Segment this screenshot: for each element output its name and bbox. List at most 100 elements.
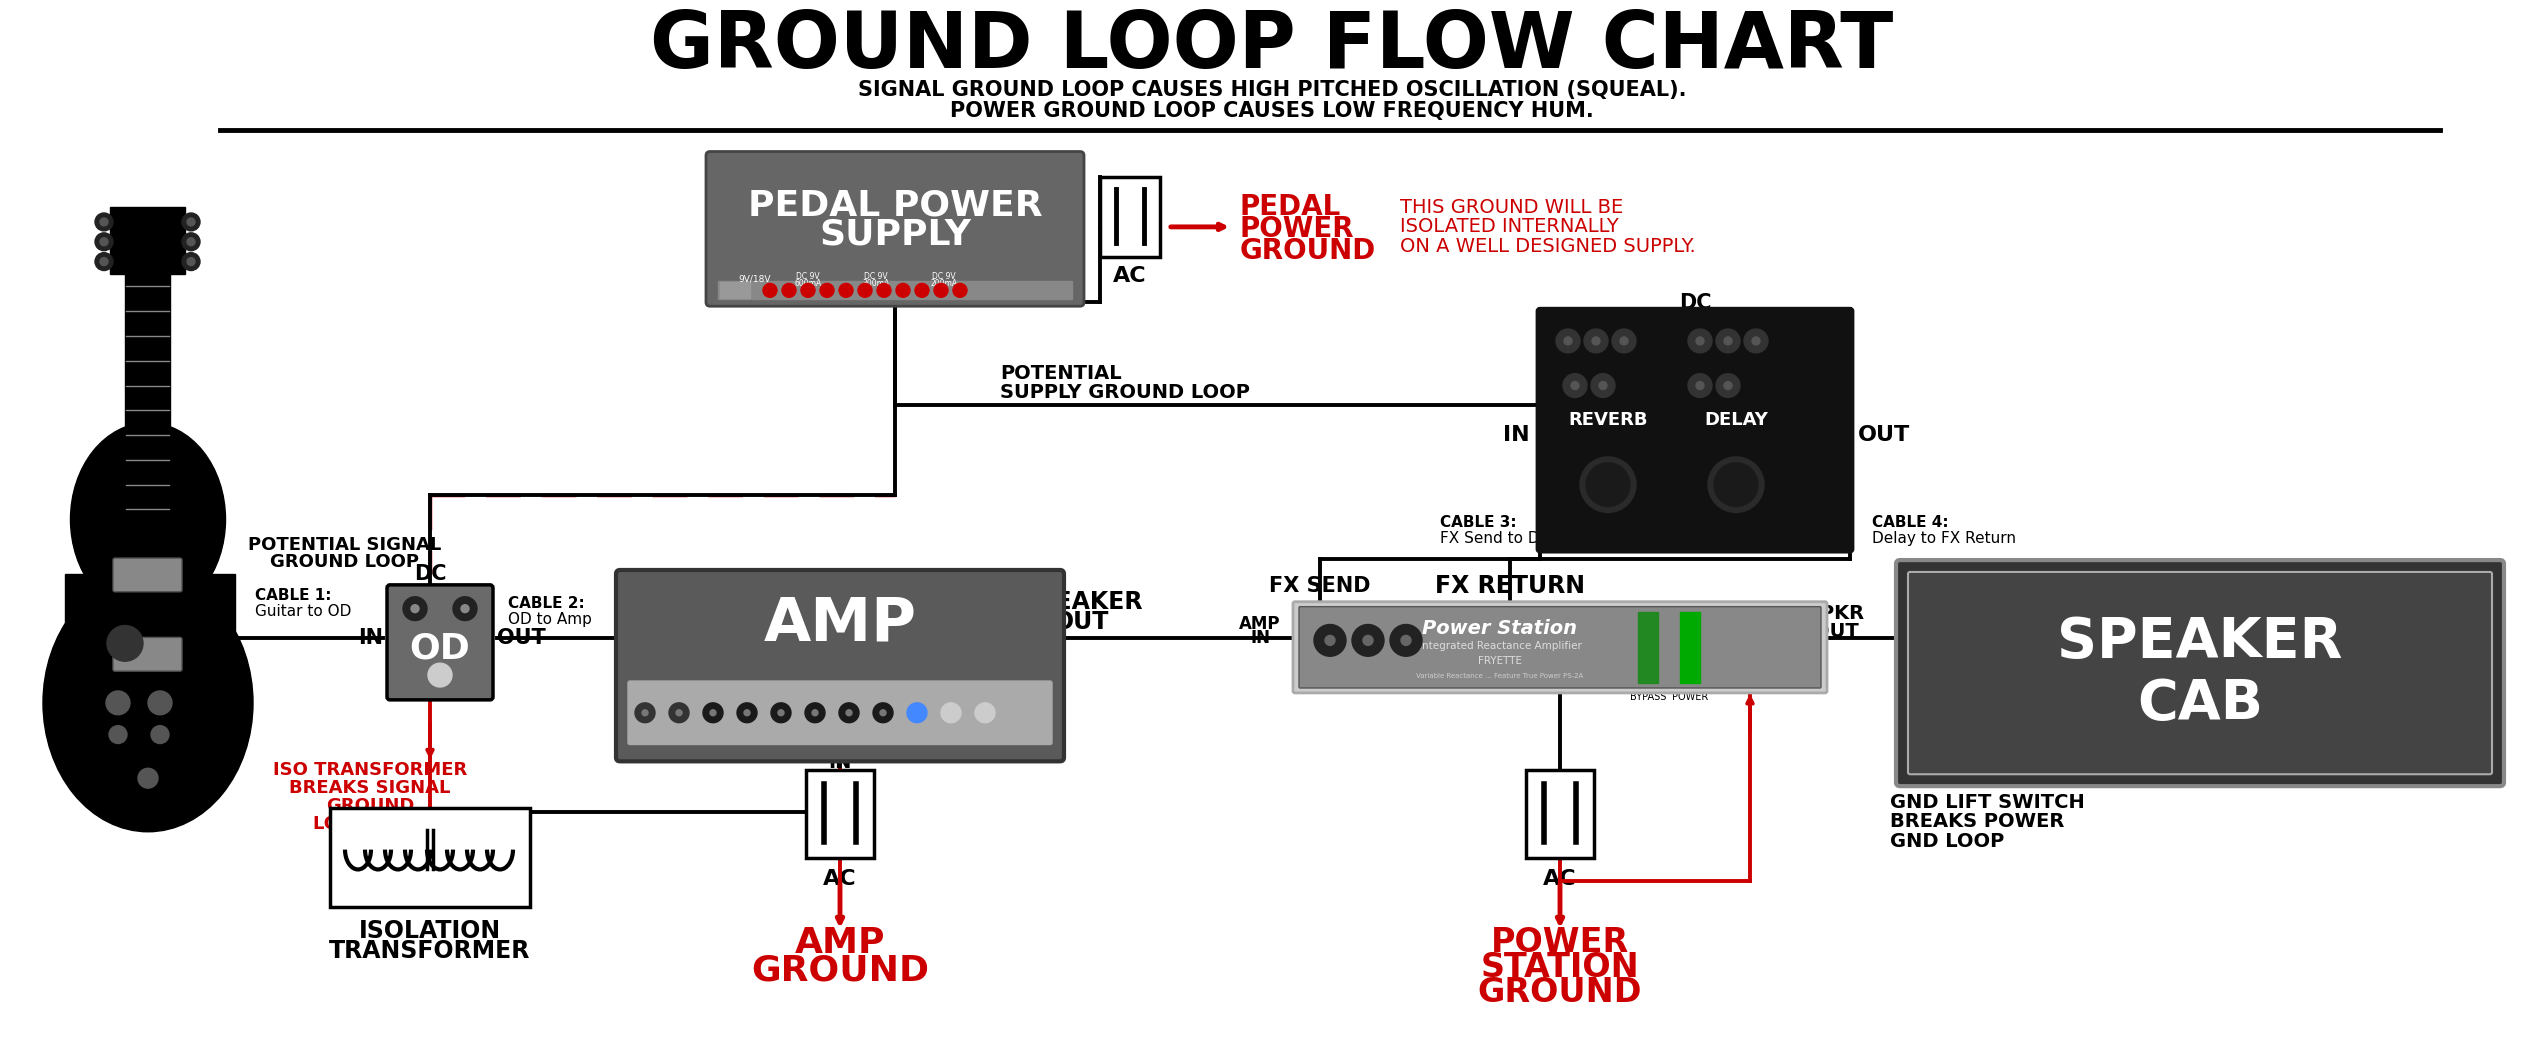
Text: IN: IN	[1504, 425, 1529, 445]
Text: BREAKS SIGNAL: BREAKS SIGNAL	[290, 779, 450, 797]
Text: IN: IN	[829, 753, 852, 772]
Circle shape	[107, 691, 130, 715]
FancyBboxPatch shape	[616, 570, 1063, 762]
Circle shape	[188, 218, 196, 225]
Text: 200mA: 200mA	[931, 278, 957, 288]
Circle shape	[738, 702, 758, 723]
Circle shape	[857, 284, 873, 297]
Text: PEDAL: PEDAL	[1239, 193, 1341, 221]
Ellipse shape	[71, 423, 226, 616]
Circle shape	[1593, 337, 1600, 345]
FancyBboxPatch shape	[112, 558, 183, 592]
Circle shape	[1753, 337, 1760, 345]
Text: 9V/18V: 9V/18V	[738, 275, 771, 284]
Text: OUT: OUT	[496, 629, 547, 648]
Circle shape	[1580, 457, 1636, 512]
Circle shape	[1697, 381, 1704, 390]
Bar	[720, 283, 750, 298]
Text: THIS GROUND WILL BE: THIS GROUND WILL BE	[1399, 197, 1623, 216]
Text: DC 9V: DC 9V	[796, 272, 819, 281]
FancyBboxPatch shape	[112, 637, 183, 671]
Circle shape	[1351, 624, 1384, 657]
FancyBboxPatch shape	[707, 152, 1084, 307]
Text: OD to Amp: OD to Amp	[509, 612, 593, 628]
Text: FX SEND: FX SEND	[1269, 576, 1371, 595]
Circle shape	[1565, 337, 1572, 345]
Circle shape	[974, 702, 995, 723]
Circle shape	[941, 702, 962, 723]
Circle shape	[1325, 636, 1336, 645]
Circle shape	[460, 605, 468, 613]
Text: CABLE 4:: CABLE 4:	[1872, 515, 1949, 530]
Circle shape	[1689, 329, 1712, 353]
Text: LOOP HERE: LOOP HERE	[313, 815, 427, 833]
Circle shape	[1364, 636, 1374, 645]
Text: DC 9V: DC 9V	[865, 272, 888, 281]
Text: POWER: POWER	[1491, 927, 1628, 959]
Circle shape	[402, 596, 427, 620]
Circle shape	[183, 252, 201, 270]
Bar	[331, 808, 529, 907]
Circle shape	[183, 233, 201, 250]
Text: FX RETURN: FX RETURN	[1435, 574, 1585, 597]
Circle shape	[763, 284, 776, 297]
Text: GROUND: GROUND	[1239, 237, 1376, 265]
Circle shape	[954, 284, 967, 297]
Circle shape	[710, 710, 715, 716]
Text: ISOLATION: ISOLATION	[359, 918, 501, 943]
Bar	[806, 770, 875, 857]
Text: 600mA: 600mA	[794, 278, 822, 288]
Text: AMP: AMP	[1239, 614, 1280, 633]
Bar	[125, 267, 170, 544]
FancyBboxPatch shape	[628, 681, 1053, 745]
Circle shape	[895, 284, 911, 297]
Text: GROUND: GROUND	[750, 954, 929, 988]
Circle shape	[148, 691, 173, 715]
Circle shape	[1557, 329, 1580, 353]
Circle shape	[801, 284, 814, 297]
Bar	[1638, 612, 1659, 683]
Text: AC: AC	[1114, 266, 1147, 287]
Circle shape	[916, 284, 929, 297]
Text: GROUND LOOP FLOW CHART: GROUND LOOP FLOW CHART	[651, 8, 1893, 84]
Text: SIGNAL GROUND LOOP CAUSES HIGH PITCHED OSCILLATION (SQUEAL).: SIGNAL GROUND LOOP CAUSES HIGH PITCHED O…	[857, 80, 1687, 100]
Text: STATION: STATION	[1481, 951, 1638, 984]
Text: SPKR: SPKR	[1806, 604, 1865, 623]
Text: REVERB: REVERB	[1567, 411, 1649, 429]
Circle shape	[812, 710, 819, 716]
Text: OUT: OUT	[1053, 610, 1109, 634]
Text: OUT: OUT	[1814, 622, 1860, 641]
Circle shape	[137, 768, 158, 789]
Circle shape	[427, 663, 453, 687]
Text: DC 9V: DC 9V	[931, 272, 957, 281]
Circle shape	[1697, 337, 1704, 345]
Circle shape	[1402, 636, 1412, 645]
Text: AMP: AMP	[763, 594, 916, 654]
Circle shape	[1613, 329, 1636, 353]
Text: AC: AC	[1544, 870, 1577, 889]
Text: Variable Reactance ... Feature True Power PS-2A: Variable Reactance ... Feature True Powe…	[1417, 673, 1582, 680]
Text: IN: IN	[1249, 630, 1269, 647]
Text: POTENTIAL SIGNAL: POTENTIAL SIGNAL	[249, 536, 443, 554]
FancyBboxPatch shape	[1300, 607, 1822, 688]
Circle shape	[183, 213, 201, 231]
Text: Delay to FX Return: Delay to FX Return	[1872, 531, 2015, 545]
Bar	[1526, 770, 1595, 857]
Text: GROUND: GROUND	[326, 797, 415, 815]
Circle shape	[847, 710, 852, 716]
Text: POWER GROUND LOOP CAUSES LOW FREQUENCY HUM.: POWER GROUND LOOP CAUSES LOW FREQUENCY H…	[949, 101, 1595, 121]
Circle shape	[1715, 463, 1758, 507]
Circle shape	[1590, 374, 1615, 398]
Circle shape	[781, 284, 796, 297]
Circle shape	[1745, 329, 1768, 353]
Text: SUPPLY GROUND LOOP: SUPPLY GROUND LOOP	[1000, 383, 1249, 402]
Circle shape	[804, 702, 824, 723]
Text: Power Station: Power Station	[1422, 619, 1577, 638]
Circle shape	[1717, 374, 1740, 398]
Circle shape	[1315, 624, 1346, 657]
Text: DC: DC	[415, 564, 445, 584]
Circle shape	[743, 710, 750, 716]
Circle shape	[934, 284, 949, 297]
FancyBboxPatch shape	[1908, 571, 2493, 774]
Circle shape	[1621, 337, 1628, 345]
